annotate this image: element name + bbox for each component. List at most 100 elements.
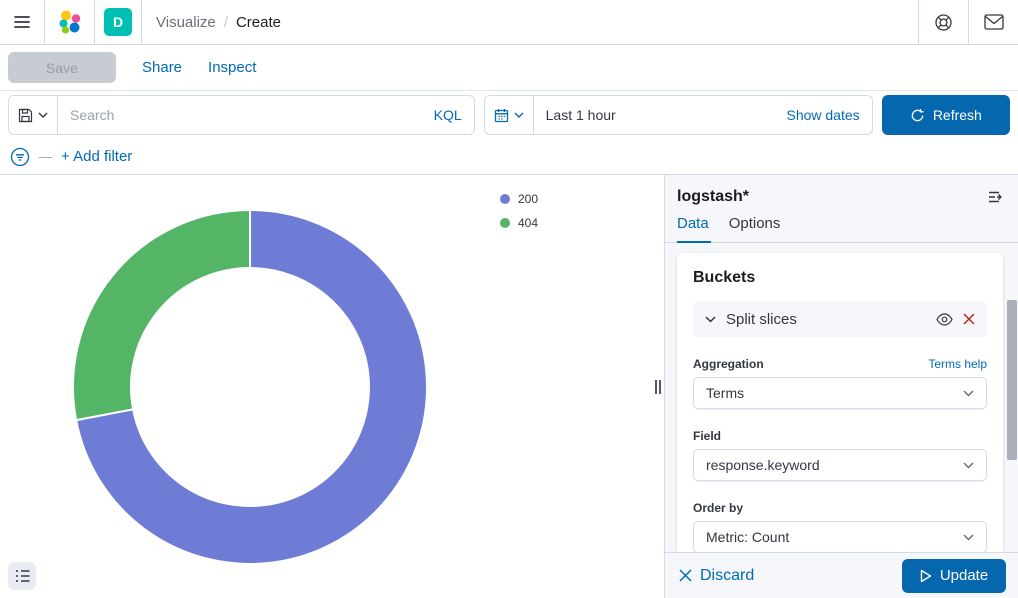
hamburger-menu-button[interactable] [0,0,45,44]
field-label: Field [693,429,722,443]
close-icon [963,313,975,325]
order-by-select[interactable]: Metric: Count [693,521,987,552]
editor-sidebar: logstash* Data Options Buckets Split sli… [664,175,1018,598]
tab-options[interactable]: Options [729,215,783,243]
top-header: D Visualize / Create [0,0,1018,45]
aggregation-select[interactable]: Terms [693,377,987,409]
eye-icon [936,312,953,326]
elastic-logo-icon [59,10,80,34]
share-button[interactable]: Share [142,59,183,76]
breadcrumb: Visualize / Create [142,0,918,44]
toggle-visibility-button[interactable] [936,312,953,326]
calendar-icon [494,108,508,122]
list-icon [15,570,29,582]
main-content: 200 404 logstash* Data Options [0,175,1018,598]
terms-help-link[interactable]: Terms help [928,357,987,371]
aggregation-value: Terms [706,385,745,401]
legend-item-200[interactable]: 200 [500,188,538,209]
sidebar-body: Buckets Split slices [665,243,1018,552]
chevron-down-icon [514,112,524,118]
buckets-card: Buckets Split slices [677,253,1003,552]
refresh-label: Refresh [932,107,982,123]
filter-bar: — + Add filter [0,139,1018,175]
show-dates-button[interactable]: Show dates [774,107,871,123]
filter-options-button[interactable] [10,147,30,167]
inspect-button[interactable]: Inspect [208,59,257,76]
remove-aggregation-button[interactable] [963,313,975,325]
visualization-area: 200 404 [0,175,651,598]
discard-label: Discard [700,566,755,584]
order-by-field-group: Order by Metric: Count [693,501,987,552]
refresh-icon [911,108,924,121]
aggregation-label: Aggregation [693,357,764,371]
menu-right-icon [989,191,1002,203]
quick-time-menu-button[interactable] [484,96,534,134]
save-query-icon [18,108,33,122]
order-by-value: Metric: Count [706,529,790,545]
legend-label: 200 [518,191,539,206]
refresh-button[interactable]: Refresh [881,95,1010,135]
elastic-logo[interactable] [45,0,95,44]
field-field-group: Field response.keyword [693,429,987,481]
scrollbar-thumb[interactable] [1007,300,1017,460]
filter-dash: — [39,149,52,164]
sidebar-tabs: Data Options [665,215,1018,243]
tab-data[interactable]: Data [677,215,711,243]
play-icon [920,569,932,582]
pie-slice-200[interactable] [74,208,428,565]
space-badge: D [104,8,132,36]
search-bar-group: KQL [8,95,475,135]
close-icon [679,569,692,582]
query-language-button[interactable]: KQL [422,107,474,123]
donut-chart [72,208,428,565]
aggregation-field-group: Aggregation Terms help Terms [693,357,987,409]
saved-query-button[interactable] [9,96,58,134]
chart-legend: 200 404 [500,188,538,233]
collapse-sidebar-button[interactable] [988,190,1004,204]
legend-toggle-button[interactable] [8,562,36,590]
chevron-down-icon [963,461,974,469]
chevron-down-icon [705,315,716,323]
split-slices-accordion[interactable]: Split slices [693,301,987,337]
field-select[interactable]: response.keyword [693,449,987,481]
mail-icon [983,14,1004,30]
legend-item-404[interactable]: 404 [500,212,538,233]
sidebar-header: logstash* [665,175,1018,206]
date-picker-group: Last 1 hour Show dates [483,95,873,135]
legend-dot [500,217,510,228]
query-bar: KQL Last 1 hour Show dates Refresh [0,91,1018,139]
index-pattern-title: logstash* [677,188,750,205]
chevron-down-icon [38,112,48,118]
breadcrumb-create: Create [235,13,281,31]
hamburger-icon [14,16,30,28]
discard-button[interactable]: Discard [679,567,754,585]
field-value: response.keyword [706,457,820,473]
panel-resize-handle[interactable] [651,175,664,598]
pie-slice-404[interactable] [72,208,251,422]
breadcrumb-visualize[interactable]: Visualize [156,13,216,31]
update-label: Update [939,567,989,584]
order-by-label: Order by [693,501,744,515]
editor-toolbar: Save Share Inspect [0,45,1018,91]
chevron-down-icon [963,533,974,541]
split-slices-label: Split slices [726,310,797,328]
space-selector[interactable]: D [95,0,142,44]
header-actions [918,0,1018,44]
time-range-value[interactable]: Last 1 hour [545,107,616,123]
newsfeed-button[interactable] [968,0,1018,44]
resize-grip-icon [654,379,661,394]
search-input[interactable] [58,96,422,134]
buckets-heading: Buckets [693,269,756,286]
save-button[interactable]: Save [8,52,116,83]
legend-dot [500,193,510,204]
sidebar-footer: Discard Update [665,552,1018,598]
help-icon [935,13,952,31]
filter-icon [10,147,30,166]
breadcrumb-separator: / [223,13,228,31]
chevron-down-icon [963,389,974,397]
legend-label: 404 [518,215,539,230]
help-menu-button[interactable] [918,0,968,44]
add-filter-button[interactable]: + Add filter [61,148,133,165]
update-button[interactable]: Update [902,558,1006,593]
